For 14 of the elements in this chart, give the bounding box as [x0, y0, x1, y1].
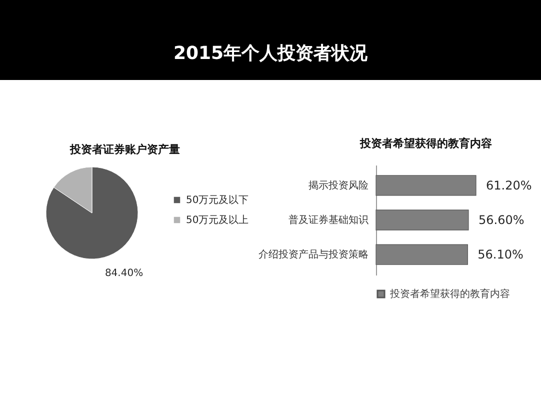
- data-label: 61.20%: [486, 178, 532, 192]
- text: 2015年个人投资者状况: [173, 43, 369, 64]
- chart-title: 投资者希望获得的教育内容: [359, 137, 492, 150]
- chart-title: 投资者证券账户资产量: [69, 143, 180, 156]
- data-label: 84.40%: [104, 268, 144, 279]
- y-tick-label: 介绍投资产品与投资策略: [258, 248, 368, 261]
- legend-label: 投资者希望获得的教育内容: [389, 288, 510, 300]
- data-label: 56.60%: [478, 213, 524, 227]
- pie-slice: [46, 166, 138, 260]
- legend-label: 50万元及以上: [186, 214, 249, 226]
- y-tick-label: 普及证券基础知识: [288, 214, 368, 226]
- legend-label: 50万元及以下: [186, 194, 249, 206]
- data-label: 56.10%: [478, 248, 524, 262]
- y-tick-label: 揭示投资风险: [308, 179, 368, 192]
